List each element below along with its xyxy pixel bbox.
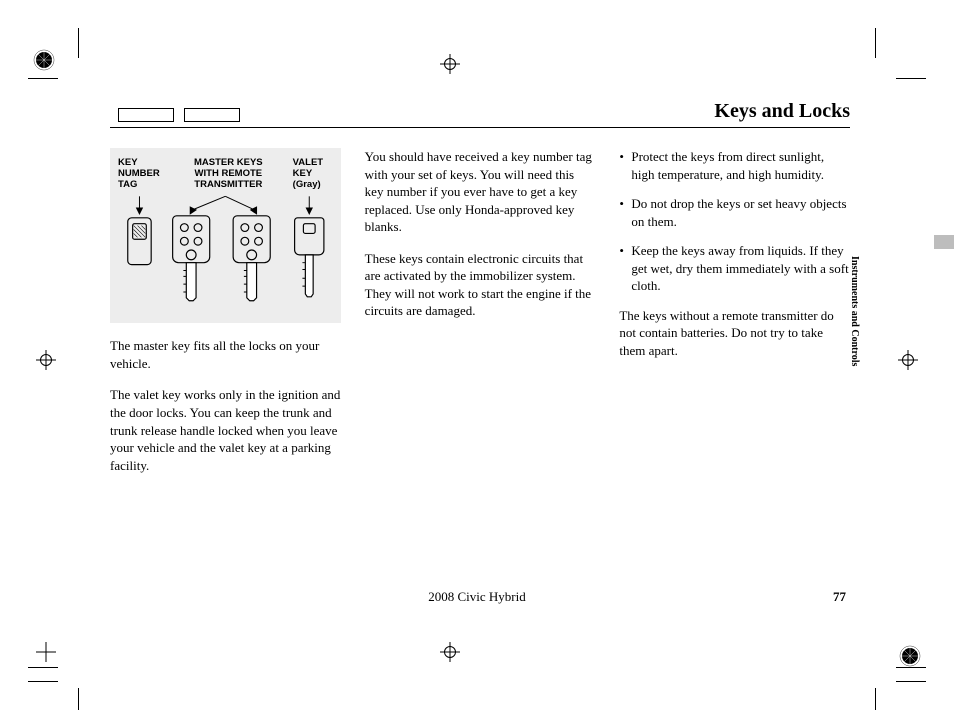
bullet-item: Protect the keys from direct sunlight, h… <box>619 148 850 183</box>
crop-mark <box>78 688 79 710</box>
registration-cross-icon <box>440 54 460 74</box>
section-side-label: Instruments and Controls <box>849 256 860 366</box>
page-content: Keys and Locks KEYNUMBERTAG MASTER KEYSW… <box>110 100 850 488</box>
registration-cross-icon <box>440 642 460 662</box>
footer-model-year: 2008 Civic Hybrid <box>428 589 526 605</box>
crop-mark <box>875 28 876 58</box>
keys-diagram-icon <box>118 195 333 305</box>
col3-para-1: The keys without a remote transmitter do… <box>619 307 850 360</box>
registration-mark-icon <box>32 48 56 72</box>
column-3: Protect the keys from direct sunlight, h… <box>619 148 850 488</box>
crop-mark <box>28 681 58 682</box>
column-1: KEYNUMBERTAG MASTER KEYSWITH REMOTETRANS… <box>110 148 341 488</box>
col3-bullets: Protect the keys from direct sunlight, h… <box>619 148 850 295</box>
registration-cross-icon <box>36 642 56 662</box>
keys-figure: KEYNUMBERTAG MASTER KEYSWITH REMOTETRANS… <box>110 148 341 323</box>
section-tab <box>934 235 954 249</box>
title-row: Keys and Locks <box>110 100 850 128</box>
registration-mark-icon <box>898 644 922 668</box>
crop-mark <box>78 28 79 58</box>
col2-para-2: These keys contain electronic circuits t… <box>365 250 596 320</box>
figure-label-master-keys: MASTER KEYSWITH REMOTETRANSMITTER <box>164 158 293 191</box>
crop-mark <box>28 78 58 79</box>
crop-mark <box>896 681 926 682</box>
bullet-item: Do not drop the keys or set heavy object… <box>619 195 850 230</box>
col1-para-1: The master key fits all the locks on you… <box>110 337 341 372</box>
page-number: 77 <box>833 589 846 605</box>
registration-cross-icon <box>898 350 918 370</box>
col2-para-1: You should have received a key number ta… <box>365 148 596 236</box>
registration-cross-icon <box>36 350 56 370</box>
bullet-item: Keep the keys away from liquids. If they… <box>619 242 850 295</box>
page-title: Keys and Locks <box>714 100 850 123</box>
crop-mark <box>28 667 58 668</box>
text-columns: KEYNUMBERTAG MASTER KEYSWITH REMOTETRANS… <box>110 148 850 488</box>
col1-para-2: The valet key works only in the ignition… <box>110 386 341 474</box>
column-2: You should have received a key number ta… <box>365 148 596 488</box>
figure-label-key-tag: KEYNUMBERTAG <box>118 158 164 191</box>
figure-label-valet-key: VALETKEY(Gray) <box>293 158 333 191</box>
crop-mark <box>875 688 876 710</box>
crop-mark <box>896 78 926 79</box>
